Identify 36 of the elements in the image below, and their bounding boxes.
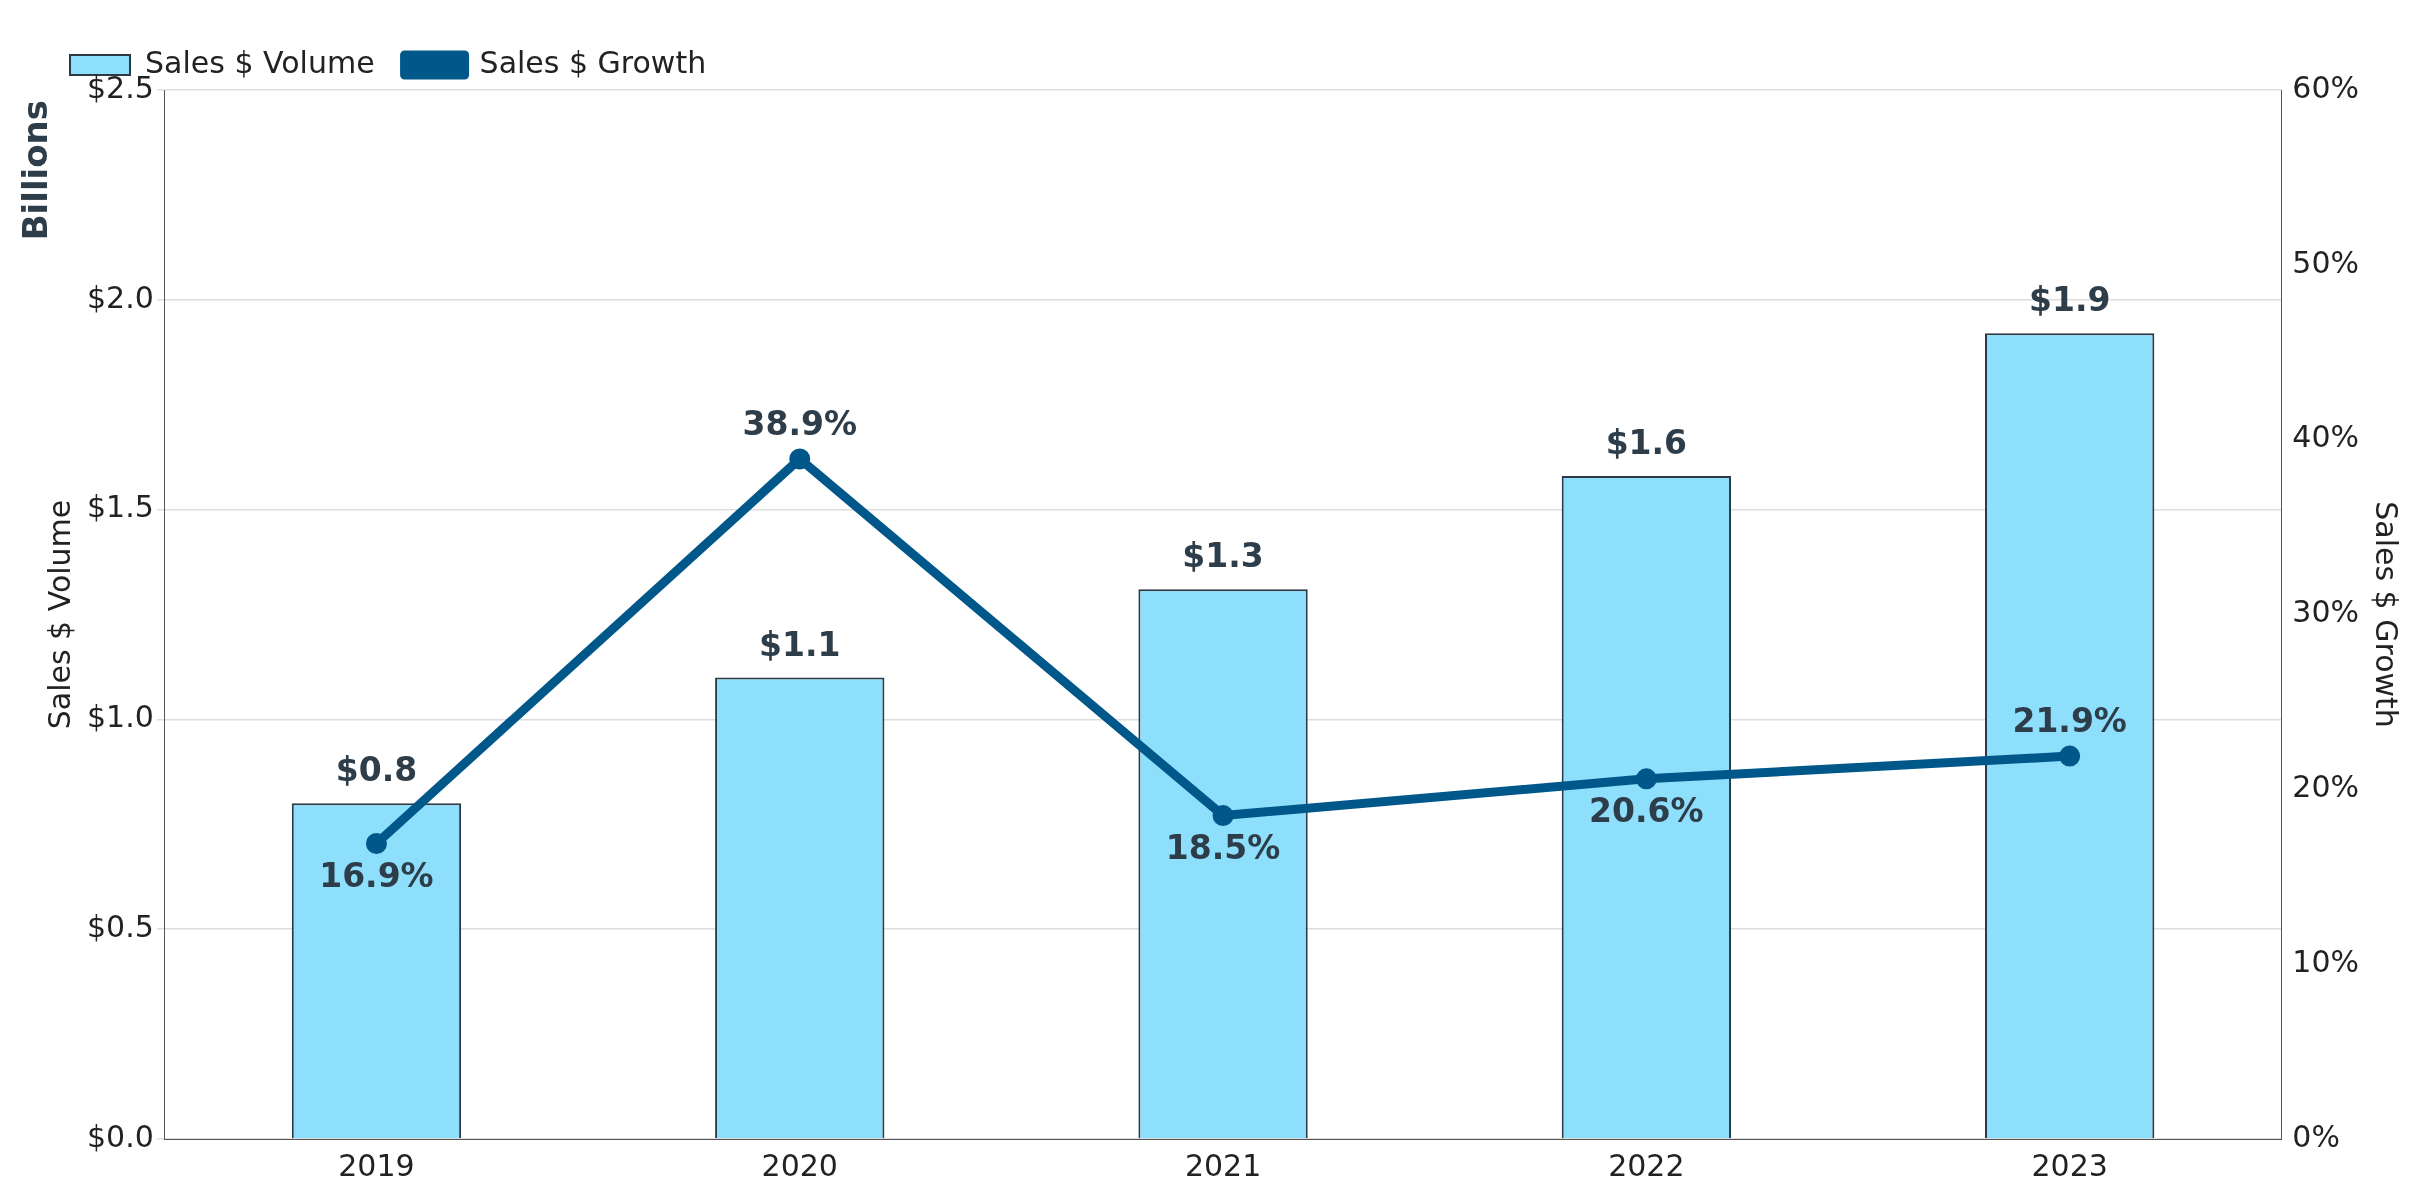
point: [2059, 745, 2081, 767]
data-label: 38.9%: [742, 403, 857, 443]
data-label: 21.9%: [2012, 701, 2127, 741]
y2-tick-label: 10%: [2292, 943, 2360, 979]
point: [1635, 768, 1657, 790]
y-tick-label: $1.0: [87, 699, 154, 735]
data-label: $0.8: [335, 750, 418, 790]
data-label: $1.3: [1182, 536, 1264, 576]
y-tick-label: $0.5: [87, 909, 154, 944]
x-tick-label: 2021: [1184, 1147, 1262, 1183]
data-label: $1.9: [2028, 280, 2111, 320]
data-label: 16.9%: [319, 855, 434, 895]
y-axis-title: Sales $ Volume: [41, 499, 77, 730]
y2-tick-label: 20%: [2292, 769, 2360, 805]
y2-tick-label: 30%: [2292, 594, 2360, 630]
data-label: 18.5%: [1165, 827, 1281, 867]
x-tick-label: 2022: [1608, 1147, 1685, 1183]
y2-axis-title: Sales $ Growth: [2369, 501, 2405, 728]
legend-label: Sales $ Growth: [479, 44, 707, 80]
point: [365, 833, 387, 855]
x-tick-label: 2019: [338, 1147, 415, 1183]
point: [789, 448, 811, 470]
y-tick-label: $1.5: [87, 489, 154, 525]
data-label: $1.6: [1605, 423, 1688, 463]
y-tick-label: $2.0: [87, 279, 154, 315]
y2-tick-label: 60%: [2292, 69, 2360, 105]
y2-tick-label: 50%: [2292, 244, 2360, 280]
data-label: $1.1: [759, 624, 841, 664]
text: Billions: [14, 100, 55, 241]
point: [1212, 805, 1234, 827]
y2-tick-label: 40%: [2292, 419, 2360, 455]
x-tick-label: 2020: [761, 1147, 838, 1183]
x-tick-label: 2023: [2031, 1147, 2108, 1183]
y-tick-label: $0.0: [87, 1118, 154, 1154]
y2-tick-label: 0%: [2292, 1118, 2340, 1154]
data-label: 20.6%: [1589, 790, 1704, 830]
